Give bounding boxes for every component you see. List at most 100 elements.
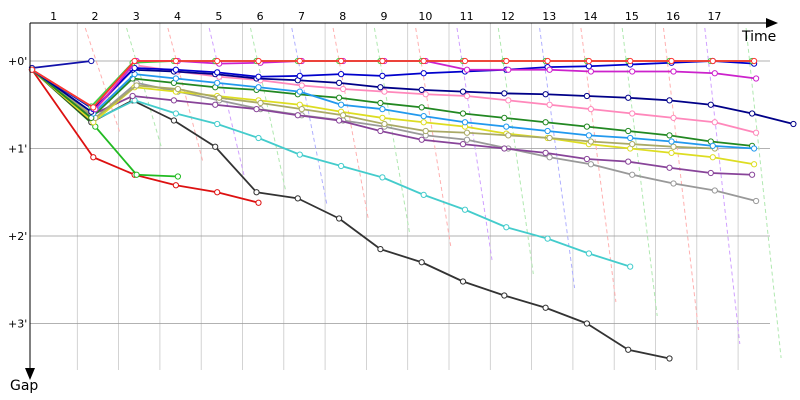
data-point — [170, 97, 177, 104]
series-line — [31, 60, 92, 69]
data-point — [463, 136, 471, 143]
guide-dash-line — [208, 27, 245, 177]
guide-dash-line — [167, 27, 204, 163]
data-point — [711, 119, 718, 126]
guide-dash-line — [663, 27, 699, 331]
data-point — [751, 57, 758, 65]
data-point — [336, 215, 343, 222]
series-0 — [28, 57, 95, 72]
data-point — [670, 143, 677, 150]
data-point — [418, 104, 425, 111]
data-point — [133, 82, 140, 89]
data-point — [298, 82, 305, 89]
data-point — [753, 197, 760, 205]
data-point — [544, 235, 551, 242]
data-point — [296, 57, 303, 65]
data-point — [253, 189, 260, 196]
data-point — [459, 278, 467, 285]
data-point — [338, 57, 345, 65]
x-tick-label: 12 — [501, 10, 515, 23]
data-point — [336, 79, 343, 86]
data-point — [666, 164, 673, 171]
data-point — [583, 92, 591, 100]
data-point — [587, 138, 595, 145]
data-point — [583, 155, 591, 163]
guide-dash-line — [745, 27, 782, 359]
data-point — [627, 57, 634, 65]
data-point — [379, 106, 386, 113]
series-line — [31, 69, 753, 147]
data-point — [340, 112, 347, 119]
data-point — [629, 68, 636, 75]
y-tick-label: +0' — [8, 55, 27, 68]
y-tick-labels: +0' +1' +2' +3' — [8, 55, 27, 331]
data-point — [296, 151, 303, 158]
data-point — [212, 143, 219, 150]
data-point — [174, 173, 181, 180]
data-point — [670, 68, 677, 75]
data-point — [627, 134, 634, 142]
data-point — [751, 145, 758, 152]
data-point — [625, 346, 632, 353]
data-point — [751, 161, 758, 168]
series-line — [31, 69, 753, 176]
data-point — [707, 169, 714, 177]
series-line — [31, 69, 755, 166]
data-point — [501, 114, 508, 121]
data-point — [294, 195, 301, 202]
data-point — [707, 101, 714, 108]
data-point — [501, 90, 508, 97]
data-point — [625, 127, 632, 135]
data-point — [420, 119, 427, 126]
data-point — [546, 66, 553, 73]
series-line — [31, 60, 755, 109]
data-point — [629, 171, 636, 178]
data-point — [418, 86, 425, 93]
data-point — [255, 73, 262, 80]
data-point — [585, 132, 593, 139]
data-point — [422, 91, 429, 98]
x-tick-label: 9 — [381, 10, 388, 23]
data-point — [542, 119, 549, 126]
data-point — [379, 72, 386, 79]
data-point — [629, 110, 636, 117]
data-point — [463, 92, 471, 100]
y-tick-label: +3' — [8, 318, 27, 331]
data-point — [629, 141, 636, 148]
x-tick-label: 15 — [625, 10, 639, 23]
x-tick-label: 13 — [542, 10, 556, 23]
x-tick-label: 14 — [584, 10, 598, 23]
data-point — [214, 57, 221, 65]
dashed-guide-lines — [84, 27, 782, 359]
data-point — [625, 94, 632, 101]
data-point — [463, 66, 471, 73]
series-line — [31, 69, 755, 150]
data-point — [377, 127, 384, 135]
data-point — [711, 187, 718, 194]
x-tick-label: 16 — [666, 10, 680, 23]
data-point — [625, 158, 632, 165]
data-point — [377, 246, 384, 253]
data-point — [338, 71, 345, 78]
data-point — [338, 162, 345, 170]
data-point — [90, 154, 97, 161]
data-point — [422, 127, 429, 135]
data-point — [505, 132, 512, 139]
data-point — [172, 66, 179, 73]
series-3 — [28, 66, 673, 362]
data-point — [214, 120, 221, 128]
data-point — [420, 191, 427, 198]
data-point — [296, 72, 303, 79]
data-point — [709, 57, 716, 65]
x-tick-label: 5 — [215, 10, 222, 23]
data-point — [546, 154, 553, 161]
data-point — [587, 106, 595, 113]
data-point — [379, 57, 386, 65]
data-point — [668, 57, 675, 65]
guide-dash-line — [291, 27, 328, 205]
data-point — [668, 149, 675, 156]
data-point — [461, 206, 469, 213]
data-point — [542, 304, 549, 311]
data-point — [501, 292, 508, 299]
